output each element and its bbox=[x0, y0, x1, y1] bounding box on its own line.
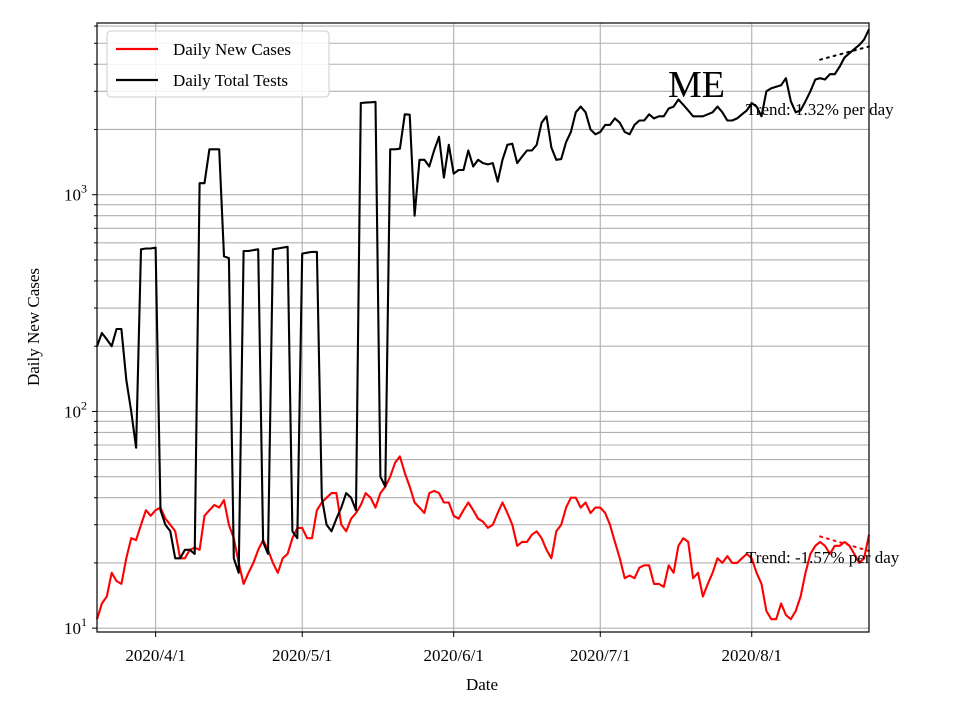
y-tick-label: 102 bbox=[64, 398, 87, 421]
y-tick-label: 101 bbox=[64, 615, 87, 638]
x-axis-title: Date bbox=[466, 675, 498, 694]
cases-trend-line bbox=[819, 535, 870, 553]
x-tick-label: 2020/6/1 bbox=[423, 646, 483, 665]
x-tick-label: 2020/4/1 bbox=[125, 646, 185, 665]
legend: Daily New Cases Daily Total Tests bbox=[106, 30, 330, 98]
cases-trend-label: Trend: -1.57% per day bbox=[746, 548, 900, 567]
tests-trend-label: Trend: 1.32% per day bbox=[746, 100, 894, 119]
legend-label-tests: Daily Total Tests bbox=[173, 71, 288, 90]
trend-lines bbox=[819, 45, 870, 553]
state-annotation: ME bbox=[668, 64, 725, 106]
cases-series-line bbox=[95, 455, 871, 621]
legend-label-cases: Daily New Cases bbox=[173, 40, 291, 59]
legend-box bbox=[106, 30, 330, 98]
x-tick-label: 2020/8/1 bbox=[722, 646, 782, 665]
x-tick-label: 2020/5/1 bbox=[272, 646, 332, 665]
x-tick-label: 2020/7/1 bbox=[570, 646, 630, 665]
grid bbox=[97, 23, 869, 632]
tests-series-line bbox=[96, 28, 870, 574]
ticks: 101 102 103 2020/4/1 2020/5/1 2020/6/1 2020/7/… bbox=[64, 25, 782, 665]
tests-trend-line bbox=[819, 45, 870, 61]
series-lines bbox=[95, 28, 871, 621]
plot-frame bbox=[96, 22, 870, 633]
y-tick-label: 103 bbox=[64, 182, 87, 205]
y-axis-title: Daily New Cases bbox=[24, 268, 43, 386]
